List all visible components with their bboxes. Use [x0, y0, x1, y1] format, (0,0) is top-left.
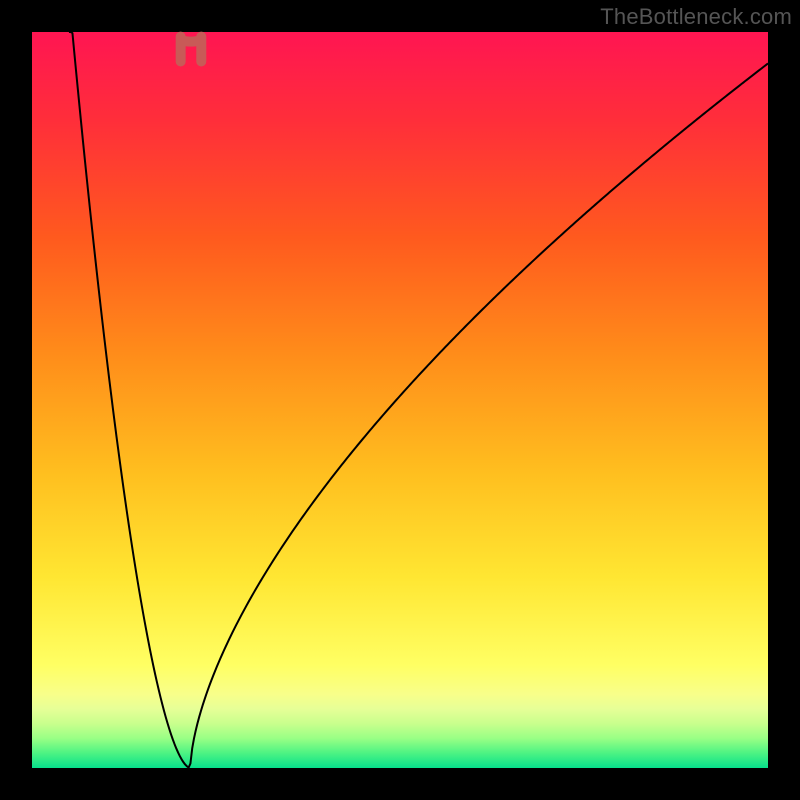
watermark-text: TheBottleneck.com [600, 4, 792, 30]
chart-container: TheBottleneck.com [0, 0, 800, 800]
bottleneck-chart [0, 0, 800, 800]
plot-background [32, 32, 768, 768]
